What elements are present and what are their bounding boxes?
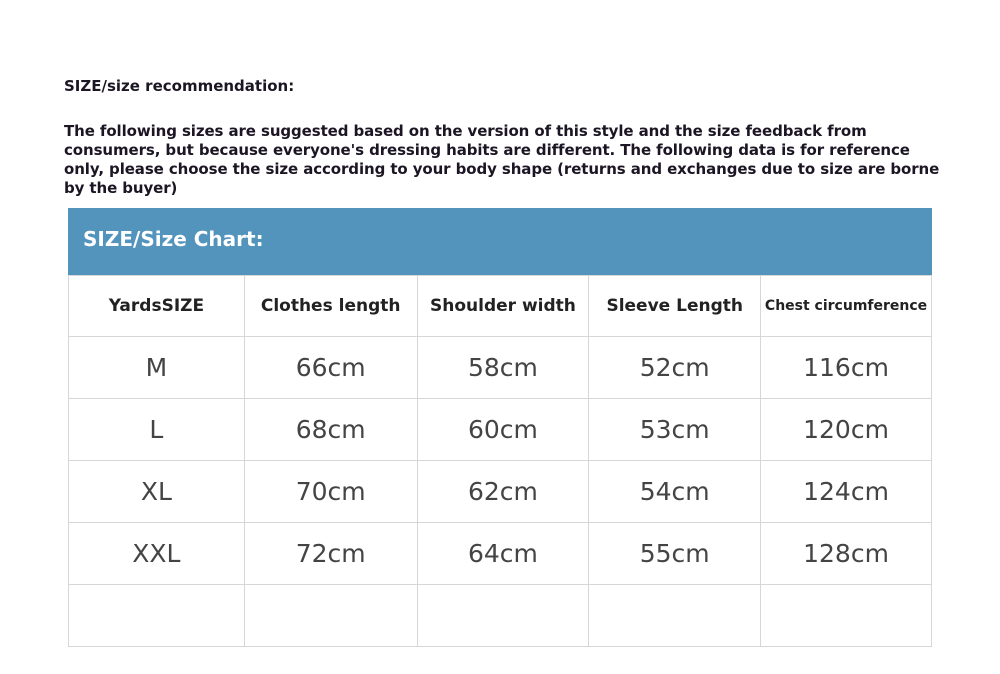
table-cell: 60cm bbox=[416, 398, 590, 461]
table-cell bbox=[588, 584, 762, 647]
table-cell: 52cm bbox=[588, 336, 762, 399]
table-cell: 68cm bbox=[243, 398, 418, 461]
column-header: YardsSIZE bbox=[68, 275, 245, 337]
size-table: YardsSIZE Clothes length Shoulder width … bbox=[68, 275, 932, 647]
table-row: L 68cm 60cm 53cm 120cm bbox=[68, 398, 932, 461]
table-cell: L bbox=[68, 398, 245, 461]
table-header-row: YardsSIZE Clothes length Shoulder width … bbox=[68, 275, 932, 337]
table-cell bbox=[416, 584, 590, 647]
table-cell: XXL bbox=[68, 522, 245, 585]
column-header: Sleeve Length bbox=[588, 275, 762, 337]
column-header: Shoulder width bbox=[416, 275, 590, 337]
column-header: Clothes length bbox=[243, 275, 418, 337]
table-row bbox=[68, 584, 932, 647]
recommendation-heading: SIZE/size recommendation: bbox=[64, 77, 295, 95]
table-row: XXL 72cm 64cm 55cm 128cm bbox=[68, 522, 932, 585]
table-cell: 54cm bbox=[588, 460, 762, 523]
recommendation-note: The following sizes are suggested based … bbox=[64, 122, 940, 197]
table-cell: M bbox=[68, 336, 245, 399]
table-cell: 116cm bbox=[760, 336, 932, 399]
table-cell: 120cm bbox=[760, 398, 932, 461]
table-cell: XL bbox=[68, 460, 245, 523]
table-cell bbox=[243, 584, 418, 647]
table-cell: 53cm bbox=[588, 398, 762, 461]
table-cell bbox=[68, 584, 245, 647]
table-cell: 58cm bbox=[416, 336, 590, 399]
table-cell bbox=[760, 584, 932, 647]
column-header: Chest circumference bbox=[760, 275, 932, 337]
table-cell: 66cm bbox=[243, 336, 418, 399]
table-cell: 55cm bbox=[588, 522, 762, 585]
table-cell: 124cm bbox=[760, 460, 932, 523]
table-cell: 64cm bbox=[416, 522, 590, 585]
table-cell: 70cm bbox=[243, 460, 418, 523]
table-cell: 62cm bbox=[416, 460, 590, 523]
size-chart-title: SIZE/Size Chart: bbox=[68, 208, 932, 275]
table-row: XL 70cm 62cm 54cm 124cm bbox=[68, 460, 932, 523]
table-cell: 72cm bbox=[243, 522, 418, 585]
table-row: M 66cm 58cm 52cm 116cm bbox=[68, 336, 932, 399]
table-cell: 128cm bbox=[760, 522, 932, 585]
